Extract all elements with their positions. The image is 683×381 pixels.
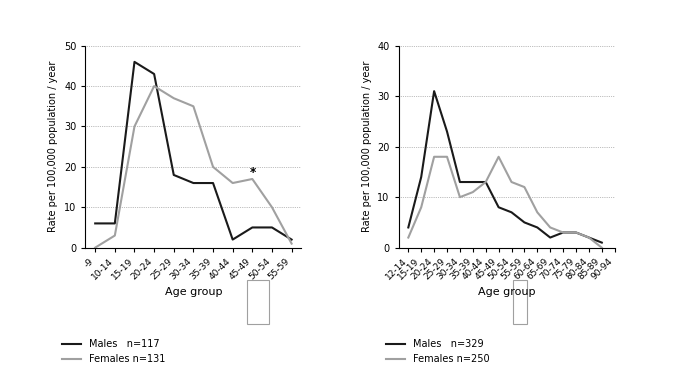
X-axis label: Age group: Age group (165, 287, 222, 297)
Text: *: * (249, 166, 255, 179)
X-axis label: Age group: Age group (478, 287, 535, 297)
Y-axis label: Rate per 100,000 population / year: Rate per 100,000 population / year (48, 61, 59, 232)
Legend: Males   n=117, Females n=131: Males n=117, Females n=131 (58, 335, 169, 368)
Text: *: * (249, 166, 255, 179)
Legend: Males   n=329, Females n=250: Males n=329, Females n=250 (382, 335, 494, 368)
Y-axis label: Rate per 100,000 population / year: Rate per 100,000 population / year (362, 61, 372, 232)
